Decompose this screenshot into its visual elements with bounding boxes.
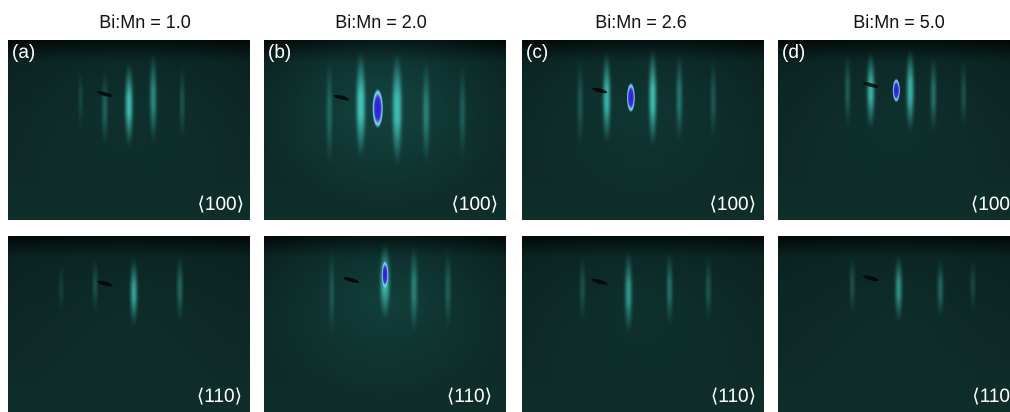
diffraction-streak <box>79 67 82 132</box>
diffraction-streak <box>971 257 975 314</box>
panel-label-d: (d) <box>782 42 806 63</box>
specular-spot <box>372 88 384 129</box>
direction-label-d-100: ⟨100 <box>970 194 1010 215</box>
diffraction-streak <box>962 58 966 130</box>
image-glow <box>8 236 250 412</box>
diffraction-streak <box>150 50 156 145</box>
image-glow <box>778 40 1010 220</box>
rheed-pattern-c-100 <box>522 40 764 220</box>
diffraction-streak <box>93 257 97 314</box>
diffraction-streak <box>393 50 402 166</box>
rheed-image-b-100: (b) ⟨100⟩ <box>264 40 506 220</box>
diffraction-streak <box>59 262 63 316</box>
column-title-c: Bi:Mn = 2.6 <box>595 12 687 32</box>
panel-label-a: (a) <box>12 42 36 63</box>
diffraction-streak <box>867 50 874 130</box>
rheed-image-a-110: ⟨110⟩ <box>8 236 250 412</box>
rheed-image-c-100: (c) ⟨100⟩ <box>522 40 764 220</box>
diffraction-streak <box>649 47 656 148</box>
diffraction-streak <box>845 50 850 130</box>
specular-spot <box>892 78 901 103</box>
diffraction-streak <box>180 63 184 143</box>
direction-label-d-110: ⟨110 <box>972 386 1010 407</box>
panel-label-c: (c) <box>526 42 549 63</box>
diffraction-streak <box>102 68 107 148</box>
diffraction-streak <box>711 56 715 143</box>
diffraction-streak <box>411 243 417 335</box>
direction-label-a-100: ⟨100⟩ <box>197 194 244 215</box>
diffraction-streak <box>603 50 610 145</box>
diffraction-streak <box>850 253 854 317</box>
shadow-mark <box>591 278 608 285</box>
diffraction-streak <box>896 253 902 324</box>
diffraction-streak <box>578 56 582 150</box>
diffraction-streak <box>330 246 334 339</box>
diffraction-streak <box>667 250 672 328</box>
image-glow <box>522 40 764 220</box>
image-glow <box>264 40 506 220</box>
shadow-mark <box>97 280 113 287</box>
rheed-image-b-110: ⟨110⟩ <box>264 236 506 412</box>
diffraction-streak <box>625 250 632 335</box>
shadow-mark <box>97 91 113 97</box>
column-title-b: Bi:Mn = 2.0 <box>335 12 427 32</box>
diffraction-streak <box>938 257 943 321</box>
diffraction-streak <box>907 47 914 134</box>
direction-label-b-100: ⟨100⟩ <box>451 194 498 215</box>
specular-spot <box>626 82 636 113</box>
diffraction-streak <box>126 61 132 148</box>
rheed-image-d-100: (d) ⟨100 <box>778 40 1010 220</box>
column-title-d: Bi:Mn = 5.0 <box>853 12 945 32</box>
rheed-pattern-d-100 <box>778 40 1010 220</box>
diffraction-streak <box>423 58 429 166</box>
diffraction-streak <box>460 61 465 163</box>
panel-label-b: (b) <box>268 42 292 63</box>
specular-spot <box>381 260 389 289</box>
image-glow <box>522 236 764 412</box>
diffraction-streak <box>357 50 365 159</box>
direction-label-b-110: ⟨110⟩ <box>446 386 492 407</box>
direction-label-c-110: ⟨110⟩ <box>710 386 756 407</box>
rheed-pattern-c-110 <box>522 236 764 412</box>
diffraction-streak <box>931 54 936 134</box>
shadow-mark <box>863 82 879 88</box>
diffraction-streak <box>177 253 182 324</box>
diffraction-streak <box>327 54 332 170</box>
column-title-a: Bi:Mn = 1.0 <box>99 12 191 32</box>
direction-label-c-100: ⟨100⟩ <box>709 194 756 215</box>
shadow-mark <box>591 87 608 94</box>
rheed-pattern-d-110 <box>778 236 1010 412</box>
direction-label-a-110: ⟨110⟩ <box>196 386 242 407</box>
diffraction-streak <box>706 253 711 324</box>
image-glow <box>778 236 1010 412</box>
diffraction-streak <box>580 253 585 324</box>
diffraction-streak <box>131 257 137 328</box>
diffraction-streak <box>445 246 450 332</box>
rheed-image-a-100: (a) ⟨100⟩ <box>8 40 250 220</box>
rheed-image-d-110: ⟨110 <box>778 236 1010 412</box>
shadow-mark <box>333 94 350 101</box>
shadow-mark <box>343 277 359 283</box>
rheed-pattern-a-100 <box>8 40 250 220</box>
rheed-image-c-110: ⟨110⟩ <box>522 236 764 412</box>
rheed-pattern-a-110 <box>8 236 250 412</box>
rheed-pattern-b-100 <box>264 40 506 220</box>
shadow-mark <box>863 275 879 282</box>
diffraction-streak <box>677 50 682 145</box>
rheed-pattern-b-110 <box>264 236 506 412</box>
